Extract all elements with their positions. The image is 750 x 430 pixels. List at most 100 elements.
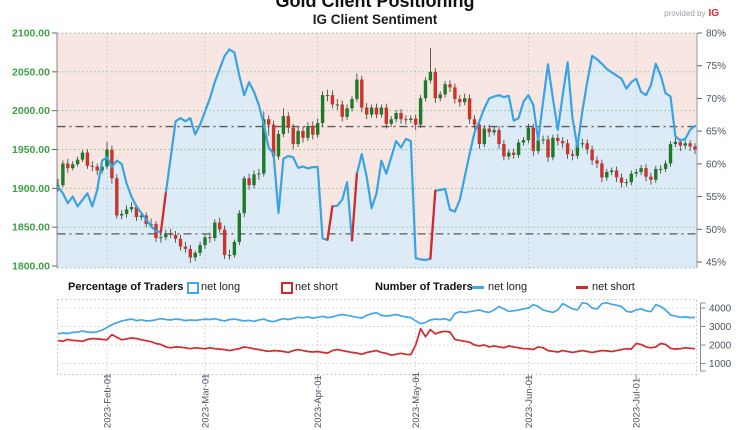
candle-body xyxy=(614,170,619,178)
traders-net-short-line xyxy=(57,327,696,356)
candle-body xyxy=(507,152,511,157)
net-long-count-legend[interactable]: net long xyxy=(488,281,528,293)
net-short-count-swatch[interactable] xyxy=(576,286,588,289)
candle-body xyxy=(374,107,379,115)
candle-body xyxy=(237,213,241,242)
candle-body xyxy=(472,119,477,125)
count-axis-label: 2000 xyxy=(709,341,732,352)
candle-body xyxy=(688,143,692,147)
price-axis-label: 1850.00 xyxy=(12,222,50,234)
candle-body xyxy=(281,116,286,134)
candle-body xyxy=(320,95,325,124)
pct-axis-label: 50% xyxy=(706,225,726,236)
candle-body xyxy=(565,143,570,155)
candle-body xyxy=(311,126,315,135)
candle-body xyxy=(516,142,521,155)
candle-body xyxy=(164,233,168,238)
candle-body xyxy=(325,95,330,97)
candle-body xyxy=(570,154,575,156)
candle-body xyxy=(316,123,320,135)
candle-body xyxy=(502,144,506,157)
dailyfx-logo: DAILYFX xyxy=(625,0,720,4)
candle-body xyxy=(423,80,428,99)
net-long-pct-swatch[interactable] xyxy=(187,282,199,294)
price-axis-label: 1950.00 xyxy=(12,144,50,156)
traders-net-long-line xyxy=(57,301,696,335)
candle-body xyxy=(531,127,535,152)
net-long-pct-legend[interactable]: net long xyxy=(201,281,241,293)
candle-body xyxy=(433,71,437,99)
candle-body xyxy=(595,160,599,164)
net-short-count-legend[interactable]: net short xyxy=(592,281,635,293)
pct-axis-label: 70% xyxy=(706,94,726,105)
candles xyxy=(56,47,697,263)
candle-body xyxy=(575,143,580,156)
candle-body xyxy=(561,140,565,144)
candle-body xyxy=(512,152,516,155)
candle-body xyxy=(526,127,531,141)
candle-body xyxy=(492,130,496,133)
pct-axis-label: 55% xyxy=(706,192,726,203)
bottom-plot-border xyxy=(57,299,697,375)
candle-body xyxy=(629,173,633,183)
number-of-traders-label: Number of Traders xyxy=(375,281,473,293)
date-axis-label: 2023-Mar-01 xyxy=(201,374,212,428)
candle-body xyxy=(301,130,305,138)
candle-body xyxy=(634,172,638,174)
candle-body xyxy=(414,118,418,125)
candle-body xyxy=(242,178,246,214)
pct-axis-label: 80% xyxy=(706,29,726,40)
candle-body xyxy=(458,99,462,103)
candle-body xyxy=(222,229,227,256)
candle-body xyxy=(262,119,266,174)
candle-body xyxy=(227,255,232,257)
candle-body xyxy=(173,234,178,239)
date-axis-label: 2023-Apr-01 xyxy=(313,375,324,428)
candle-body xyxy=(590,149,594,161)
candle-body xyxy=(330,95,335,105)
net-short-pct-legend[interactable]: net short xyxy=(295,281,338,293)
candle-body xyxy=(271,124,276,157)
candle-body xyxy=(610,170,614,173)
page-title: Gold Client Positioning xyxy=(275,0,475,11)
candle-body xyxy=(384,107,388,124)
candle-body xyxy=(644,168,648,177)
candle-body xyxy=(286,116,290,128)
net-short-pct-swatch[interactable] xyxy=(281,282,293,294)
candle-body xyxy=(95,166,99,171)
net-long-count-swatch[interactable] xyxy=(472,286,484,289)
brand-logo: DAILYFX xyxy=(625,0,720,4)
count-axis-label: 3000 xyxy=(709,322,732,333)
provided-by-text: provided by xyxy=(664,9,706,18)
candle-body xyxy=(360,79,364,108)
candle-body xyxy=(551,137,555,158)
candle-body xyxy=(497,130,501,145)
candle-body xyxy=(619,177,624,183)
candle-body xyxy=(663,163,668,169)
candle-body xyxy=(85,152,90,166)
candle-body xyxy=(546,139,550,158)
candle-body xyxy=(129,206,134,210)
count-axis-label: 1000 xyxy=(709,359,732,370)
candle-body xyxy=(438,94,442,99)
date-axis-label: 2023-Jul-01 xyxy=(632,378,643,428)
candle-body xyxy=(639,168,643,173)
date-axis-label: 2023-Jun-01 xyxy=(524,375,535,428)
candle-body xyxy=(120,213,124,216)
candle-body xyxy=(605,172,609,178)
candle-body xyxy=(541,139,545,141)
candle-body xyxy=(659,168,663,170)
candle-body xyxy=(306,126,310,138)
candle-body xyxy=(521,140,526,143)
candle-body xyxy=(649,176,653,180)
candle-body xyxy=(404,119,408,121)
candle-body xyxy=(90,165,94,167)
net-long-pct-rise-segment xyxy=(350,172,358,242)
candle-body xyxy=(350,99,354,109)
candle-body xyxy=(232,241,237,256)
ig-logo: IG xyxy=(708,8,719,19)
candle-body xyxy=(193,252,197,258)
candle-body xyxy=(188,248,192,258)
pct-axis-label: 75% xyxy=(706,61,726,72)
